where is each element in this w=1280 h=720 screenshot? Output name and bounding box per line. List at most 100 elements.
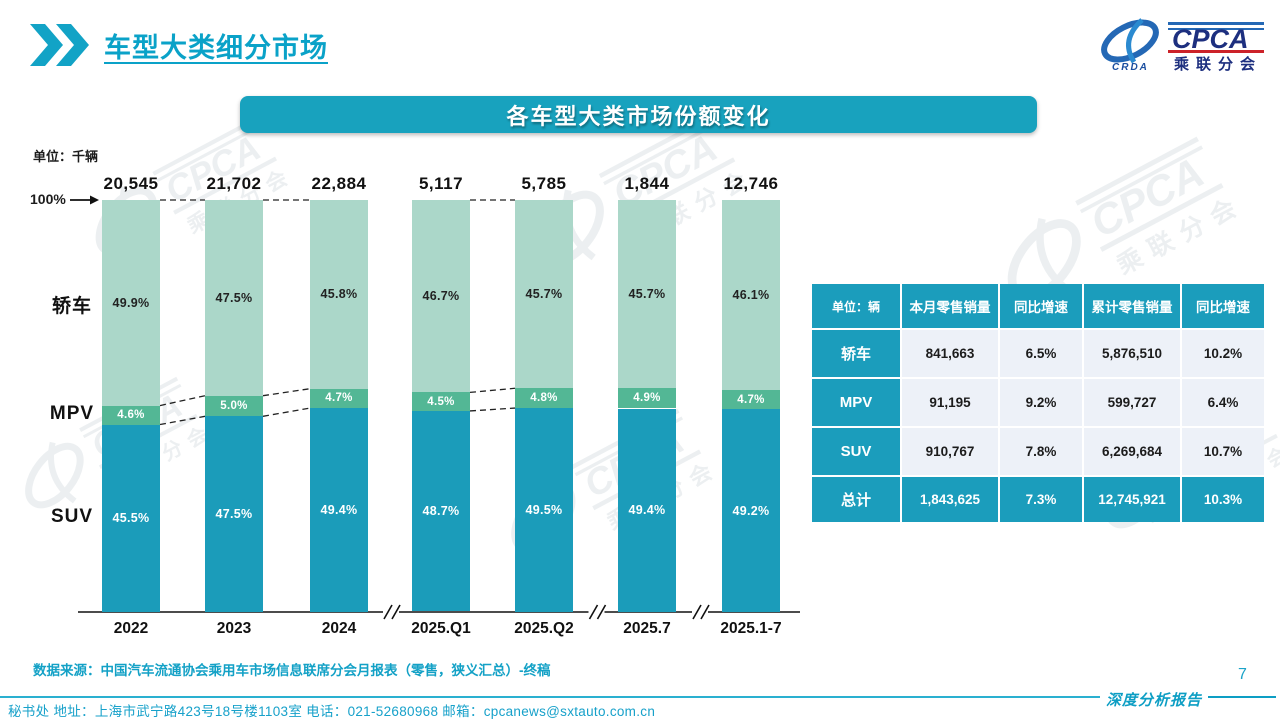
- series-label-MPV: MPV: [49, 403, 95, 425]
- bar-segment-轿车-2025.Q2: 45.7%: [515, 200, 573, 389]
- table-header-0: 单位：辆: [812, 284, 900, 328]
- bar-segment-SUV-2025.Q2: 49.5%: [515, 408, 573, 612]
- table-row-label-MPV: MPV: [812, 379, 900, 426]
- bar-segment-轿车-2023: 47.5%: [205, 200, 263, 396]
- table-cell: 599,727: [1084, 379, 1180, 426]
- segment-value-label: 4.8%: [530, 392, 558, 405]
- bar-segment-SUV-2023: 47.5%: [205, 416, 263, 612]
- table-cell: 10.3%: [1182, 477, 1264, 522]
- segment-value-label: 4.5%: [427, 395, 455, 408]
- x-axis-label-2025.Q1: 2025.Q1: [411, 620, 471, 637]
- table-cell: 6.5%: [1000, 330, 1082, 377]
- logo-swoosh: [1126, 18, 1144, 64]
- series-label-SUV: SUV: [50, 506, 94, 528]
- segment-value-label: 47.5%: [215, 290, 253, 305]
- share-table: 单位：辆 本月零售销量 同比增速 累计零售销量 同比增速 轿车 841,663 6.5% 5,8…: [812, 284, 1264, 522]
- page-header: 车型大类细分市场: [30, 24, 328, 66]
- table-header-4: 同比增速: [1182, 284, 1264, 328]
- segment-value-label: 45.5%: [112, 511, 150, 526]
- bar-total-label: 5,785: [521, 174, 567, 193]
- report-tag: 深度分析报告: [1106, 691, 1203, 709]
- bar-total-label: 21,702: [206, 174, 262, 193]
- bar-segment-SUV-2024: 49.4%: [310, 408, 368, 612]
- x-axis-label-2023: 2023: [216, 620, 252, 637]
- bar-total-label: 22,884: [311, 174, 367, 193]
- segment-value-label: 45.8%: [320, 287, 358, 302]
- segment-value-label: 4.9%: [633, 392, 661, 405]
- bar-segment-MPV-2025.Q1: 4.5%: [412, 392, 470, 411]
- series-label-轿车: 轿车: [51, 295, 92, 317]
- bar-segment-轿车-2025.7: 45.7%: [618, 200, 676, 389]
- table-cell: 7.3%: [1000, 477, 1082, 522]
- page-number: 7: [1238, 666, 1247, 683]
- bar-segment-MPV-2024: 4.7%: [310, 388, 368, 409]
- table-cell: 841,663: [902, 330, 998, 377]
- table-cell: 91,195: [902, 379, 998, 426]
- segment-value-label: 48.7%: [422, 504, 460, 519]
- table-cell: 6,269,684: [1084, 428, 1180, 475]
- segment-value-label: 45.7%: [628, 287, 666, 302]
- table-cell: 12,745,921: [1084, 477, 1180, 522]
- bar-segment-SUV-2025.7: 49.4%: [618, 408, 676, 612]
- logo-sub-text: 乘联分会: [1173, 55, 1262, 72]
- table-header-1: 本月零售销量: [902, 284, 998, 328]
- logo-cpca-text: CPCA: [1172, 24, 1249, 54]
- table-row-label-SUV: SUV: [812, 428, 900, 475]
- segment-value-label: 49.9%: [112, 295, 150, 310]
- segment-value-label: 49.4%: [628, 503, 666, 518]
- table-row-label-总计: 总计: [812, 477, 900, 522]
- bar-total-label: 5,117: [418, 174, 464, 193]
- bar-total-label: 12,746: [723, 174, 779, 193]
- bar-segment-轿车-2025.Q1: 46.7%: [412, 200, 470, 393]
- footer-rule-right: [1208, 696, 1276, 698]
- footer-rule-left: [0, 696, 1100, 698]
- page-title: 车型大类细分市场: [104, 32, 328, 63]
- x-axis-label-2024: 2024: [321, 620, 357, 637]
- bar-segment-轿车-2024: 45.8%: [310, 200, 368, 389]
- x-axis-label-2022: 2022: [113, 620, 149, 637]
- bar-segment-SUV-2025.1-7: 49.2%: [722, 409, 780, 612]
- bar-total-label: 20,545: [103, 174, 159, 193]
- table-cell: 10.7%: [1182, 428, 1264, 475]
- logo-crda-text: CRDA: [1112, 62, 1149, 72]
- segment-value-label: 49.2%: [732, 503, 770, 518]
- table-header-3: 累计零售销量: [1084, 284, 1180, 328]
- table-cell: 9.2%: [1000, 379, 1082, 426]
- table-cell: 5,876,510: [1084, 330, 1180, 377]
- cpca-logo: CRDA CPCA 乘联分会: [1098, 14, 1266, 77]
- bar-segment-MPV-2023: 5.0%: [205, 395, 263, 417]
- table-row-label-轿车: 轿车: [812, 330, 900, 377]
- table-cell: 910,767: [902, 428, 998, 475]
- segment-value-label: 46.1%: [732, 287, 770, 302]
- segment-value-label: 5.0%: [220, 399, 248, 412]
- footer-address: 秘书处 地址：上海市武宁路423号18号楼1103室 电话：021-526809…: [8, 704, 656, 719]
- double-chevron-icon: [30, 24, 89, 66]
- data-source-note: 数据来源：中国汽车流通协会乘用车市场信息联席分会月报表（零售，狭义汇总）-终稿: [33, 663, 551, 678]
- unit-label: 单位：千辆: [33, 149, 99, 164]
- table-cell: 1,843,625: [902, 477, 998, 522]
- bar-total-label: 1,844: [624, 174, 670, 193]
- segment-value-label: 45.7%: [525, 287, 563, 302]
- bar-segment-MPV-2025.7: 4.9%: [618, 388, 676, 409]
- x-axis-label-2025.Q2: 2025.Q2: [514, 620, 574, 637]
- table-header-2: 同比增速: [1000, 284, 1082, 328]
- segment-value-label: 4.6%: [117, 409, 145, 422]
- bar-segment-SUV-2025.Q1: 48.7%: [412, 410, 470, 612]
- segment-value-label: 4.7%: [325, 392, 353, 405]
- table-cell: 6.4%: [1182, 379, 1264, 426]
- axis-100-label: 100%: [30, 191, 66, 207]
- segment-value-label: 49.5%: [525, 503, 563, 518]
- x-axis-label-2025.7: 2025.7: [623, 620, 671, 637]
- bar-segment-轿车-2025.1-7: 46.1%: [722, 200, 780, 390]
- segment-value-label: 49.4%: [320, 502, 358, 517]
- segment-value-label: 4.7%: [737, 393, 765, 406]
- segment-value-label: 47.5%: [215, 507, 253, 522]
- bar-segment-MPV-2025.1-7: 4.7%: [722, 389, 780, 410]
- table-cell: 7.8%: [1000, 428, 1082, 475]
- segment-value-label: 46.7%: [422, 289, 460, 304]
- bar-segment-MPV-2025.Q2: 4.8%: [515, 388, 573, 409]
- logo-ellipse: [1101, 19, 1159, 63]
- x-axis-label-2025.1-7: 2025.1-7: [720, 620, 782, 637]
